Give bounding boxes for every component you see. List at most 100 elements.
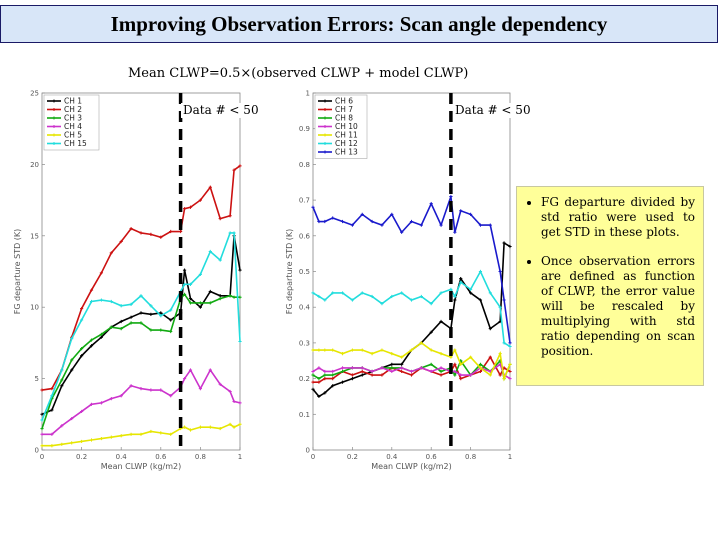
legend-marker [323,99,327,103]
data-point [340,369,345,374]
data-point [323,391,327,395]
data-point [60,378,64,382]
data-point [311,387,315,391]
legend-marker [52,125,56,128]
data-point [89,438,94,442]
data-point [40,432,44,436]
data-point [498,373,502,377]
data-point [409,219,414,224]
data-point [169,318,173,322]
x-tick-label: 1 [508,453,512,461]
data-point [218,382,222,386]
data-point [508,369,512,374]
x-tick-label: 0 [311,453,315,461]
data-point [429,202,433,206]
data-point [188,368,193,372]
data-point [360,366,364,370]
data-point [311,373,315,377]
data-point [60,384,64,388]
data-point [218,294,222,298]
data-point [139,231,143,235]
data-point [119,319,123,324]
y-tick-label: 0.9 [299,125,310,133]
legend-marker [52,99,56,103]
data-point [409,369,414,374]
legend-entry: CH 10 [335,122,358,131]
data-point [478,269,483,274]
data-point [169,308,173,312]
data-point [139,432,143,436]
data-point [439,366,443,370]
data-point [80,307,84,311]
data-point [208,185,212,189]
x-tick-label: 0.8 [465,453,476,461]
data-point [139,321,143,325]
data-point [89,344,94,348]
data-point [50,386,54,391]
data-point [311,348,315,352]
data-point [317,366,321,370]
legend-marker [323,142,327,145]
x-tick-label: 0.6 [426,453,438,461]
y-tick-label: 10 [30,304,39,312]
data-point [469,291,473,295]
data-point [459,209,463,213]
legend-entry: CH 15 [64,139,87,148]
data-point [370,352,374,356]
data-point [508,244,512,249]
data-point [370,294,374,299]
data-point [380,348,384,352]
data-point [70,416,74,421]
data-point [323,377,327,381]
chart-2: 0 0.2 0.4 0.6 0.8 1 0 0.1 0.2 0.3 0.4 0.5 0.6 0.7 0.8 0… [285,90,531,472]
data-point [350,373,354,377]
data-point [370,219,374,224]
legend-entry: CH 6 [335,97,353,106]
data-point [429,302,433,306]
data-point [449,355,453,359]
data-point [498,305,502,309]
data-point [360,291,364,295]
series-line [313,341,511,382]
data-point [218,217,222,221]
data-point [188,205,193,209]
data-point [453,294,457,299]
data-point [331,216,335,220]
y-tick-label: 0 [35,447,39,455]
data-point [419,341,423,345]
notes-list: FG departure divided by std ratio were u… [529,195,695,359]
data-point [380,373,384,377]
data-point [478,223,483,227]
data-point [340,291,345,295]
data-point [198,305,202,309]
data-point [409,348,414,352]
data-point [439,319,443,324]
data-point [109,325,113,329]
data-point [331,384,335,388]
data-point [331,373,335,377]
data-point [182,292,187,296]
threshold-label: Data # < 50 [455,103,531,117]
data-point [459,362,463,366]
data-point [149,429,153,434]
data-point [340,352,345,356]
data-point [429,348,433,352]
data-point [380,302,384,306]
data-point [169,432,173,436]
data-point [182,425,187,429]
data-point [159,314,163,318]
data-point [208,301,212,305]
data-point [502,298,506,302]
data-point [119,394,123,398]
legend-marker [52,108,56,111]
slide-title: Improving Observation Errors: Scan angle… [110,11,608,36]
data-point [129,227,133,231]
data-point [449,194,453,199]
data-point [149,328,153,332]
legend-marker [323,116,327,120]
data-point [311,291,315,295]
data-point [459,280,463,284]
data-point [80,409,84,414]
data-point [218,426,222,431]
x-tick-label: 0.4 [386,453,398,461]
